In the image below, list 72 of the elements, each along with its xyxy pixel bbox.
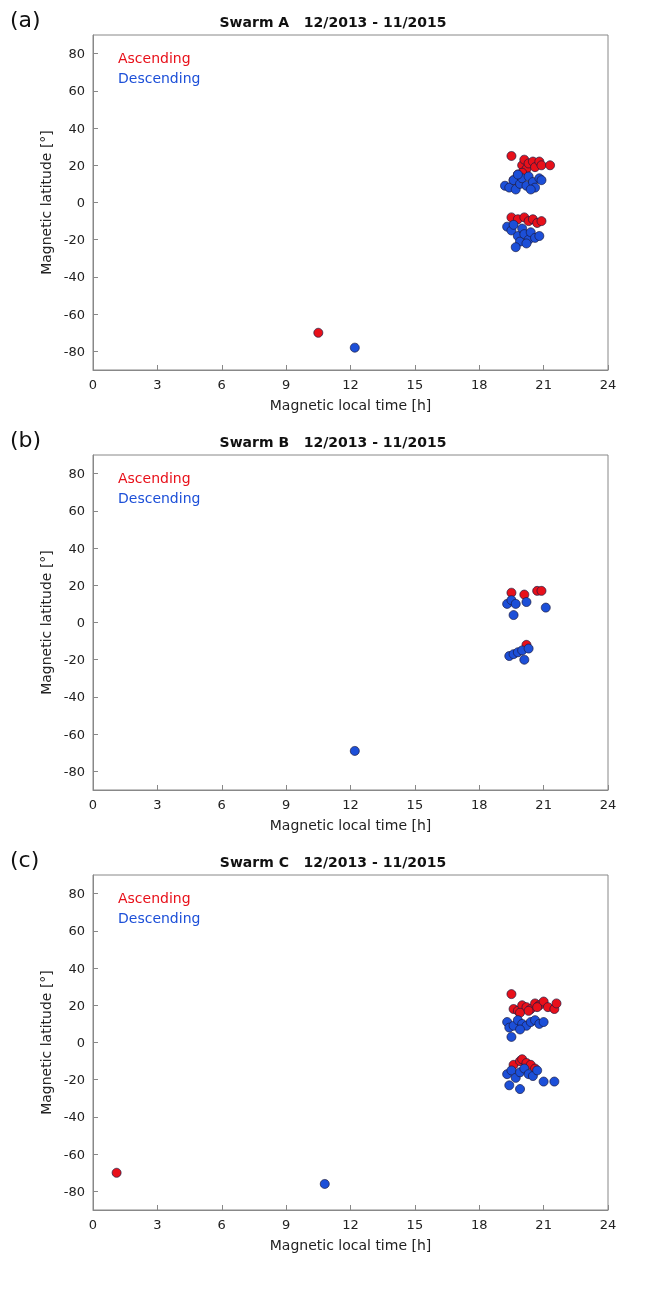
y-tick-label: 20 [68, 577, 85, 593]
y-tick-label: -60 [63, 726, 85, 742]
y-tick-label: 40 [68, 120, 85, 136]
text: (c) [10, 846, 40, 872]
y-axis-title: Magnetic latitude [°] [37, 130, 54, 275]
x-tick-label: 3 [153, 797, 162, 812]
x-tick-label: 18 [470, 377, 488, 392]
y-tick-label: -40 [63, 1109, 85, 1125]
x-tick-label: 15 [406, 377, 424, 392]
x-axis-title: Magnetic local time [h] [269, 397, 432, 413]
y-tick-label: -80 [63, 343, 85, 359]
text: Descending [118, 490, 201, 506]
x-axis-title: Magnetic local time [h] [269, 1237, 432, 1253]
x-tick-label: 3 [153, 1217, 162, 1232]
y-tick-label: 20 [68, 157, 85, 173]
y-tick-label: 80 [68, 886, 85, 902]
y-tick-label: 60 [68, 923, 85, 939]
chart-title: Swarm A 12/2013 - 11/2015 [219, 14, 447, 30]
x-tick-label: 24 [599, 377, 617, 392]
x-tick-label: 18 [470, 797, 488, 812]
x-tick-label: 6 [217, 377, 226, 392]
x-tick-label: 24 [599, 797, 617, 812]
text: Ascending [118, 50, 191, 66]
y-tick-label: 60 [68, 83, 85, 99]
x-tick-label: 18 [470, 1217, 488, 1232]
text: (a) [10, 6, 41, 32]
y-tick-label: 80 [68, 46, 85, 62]
y-tick-label: 80 [68, 466, 85, 482]
y-tick-label: -40 [63, 269, 85, 285]
y-tick-label: 0 [76, 195, 85, 210]
y-tick-label: 60 [68, 503, 85, 519]
text: (b) [10, 426, 42, 452]
x-tick-label: 15 [406, 797, 424, 812]
x-tick-label: 24 [599, 1217, 617, 1232]
y-axis-title: Magnetic latitude [°] [37, 970, 54, 1115]
y-tick-label: 20 [68, 997, 85, 1013]
y-tick-label: -60 [63, 306, 85, 322]
chart-title: Swarm B 12/2013 - 11/2015 [219, 434, 447, 450]
x-tick-label: 9 [281, 797, 291, 812]
x-tick-label: 6 [217, 1217, 226, 1232]
y-tick-label: -80 [63, 763, 85, 779]
y-tick-label: -80 [63, 1183, 85, 1199]
x-tick-label: 3 [153, 377, 162, 392]
y-tick-label: -20 [63, 232, 85, 248]
x-tick-label: 0 [88, 797, 98, 812]
y-tick-label: 40 [68, 960, 85, 976]
x-tick-label: 9 [281, 1217, 291, 1232]
x-tick-label: 12 [342, 797, 359, 812]
text: Ascending [118, 470, 191, 486]
y-tick-label: 0 [76, 615, 85, 630]
x-tick-label: 0 [88, 377, 98, 392]
y-tick-label: -20 [63, 1072, 85, 1088]
y-tick-label: -40 [63, 689, 85, 705]
x-tick-label: 21 [535, 377, 552, 392]
x-tick-label: 21 [535, 1217, 552, 1232]
y-axis-title: Magnetic latitude [°] [37, 550, 54, 695]
x-tick-label: 6 [217, 797, 226, 812]
text: Ascending [118, 890, 191, 906]
x-tick-label: 12 [342, 377, 359, 392]
text: Descending [118, 70, 201, 86]
chart-title: Swarm C 12/2013 - 11/2015 [219, 854, 447, 870]
x-axis-title: Magnetic local time [h] [269, 817, 432, 833]
y-tick-label: -20 [63, 652, 85, 668]
y-tick-label: 0 [76, 1035, 85, 1050]
x-tick-label: 0 [88, 1217, 98, 1232]
y-tick-label: -60 [63, 1146, 85, 1162]
x-tick-label: 21 [535, 797, 552, 812]
x-tick-label: 15 [406, 1217, 424, 1232]
text: Descending [118, 910, 201, 926]
y-tick-label: 40 [68, 540, 85, 556]
x-tick-label: 9 [281, 377, 291, 392]
x-tick-label: 12 [342, 1217, 359, 1232]
